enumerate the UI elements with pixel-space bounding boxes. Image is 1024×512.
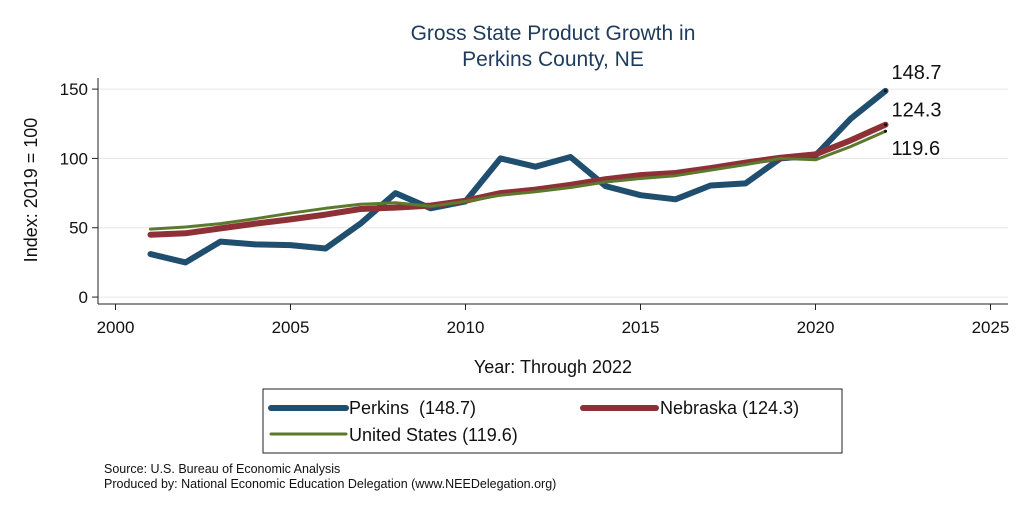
end-label-perkins: 148.7 [892, 62, 942, 84]
end-label-united-states: 119.6 [892, 138, 941, 160]
end-point-nebraska [884, 123, 887, 127]
legend-label-united-states: United States (119.6) [349, 425, 518, 445]
tick-labels: 0 50 100 150 2000 2005 2010 2015 2020 2025 [60, 80, 1010, 337]
x-tick-label: 2020 [797, 318, 835, 337]
x-tick-label: 2010 [447, 318, 485, 337]
x-tick-label: 2005 [272, 318, 310, 337]
series-line-perkins [147, 87, 889, 266]
x-tick-label: 2025 [972, 318, 1010, 337]
chart-title-line-2: Perkins County, NE [462, 48, 644, 71]
legend-label-perkins: Perkins (148.7) [349, 398, 476, 418]
series-lines [147, 87, 889, 266]
y-axis-title: Index: 2019 = 100 [21, 118, 41, 263]
x-axis-title: Year: Through 2022 [474, 357, 632, 377]
y-tick-label: 150 [60, 80, 88, 99]
legend-label-nebraska: Nebraska (124.3) [660, 398, 799, 418]
series-line-united-states [149, 129, 887, 231]
end-point-perkins [884, 89, 887, 93]
produced-by-note: Produced by: National Economic Education… [104, 477, 556, 491]
legend: Perkins (148.7) Nebraska (124.3) United … [262, 388, 843, 454]
x-tick-label: 2000 [97, 318, 135, 337]
y-tick-label: 0 [79, 288, 88, 307]
end-labels: 148.7 124.3 119.6 [884, 62, 942, 160]
axes [97, 78, 1008, 305]
y-tick-label: 100 [60, 149, 88, 168]
y-tick-label: 50 [69, 219, 88, 238]
chart-title-line-1: Gross State Product Growth in [411, 22, 696, 45]
end-label-nebraska: 124.3 [892, 100, 942, 122]
legend-box [262, 388, 843, 454]
x-tick-label: 2015 [622, 318, 660, 337]
gridlines [98, 88, 1008, 298]
end-point-united-states [884, 129, 887, 133]
source-note: Source: U.S. Bureau of Economic Analysis [104, 462, 340, 476]
